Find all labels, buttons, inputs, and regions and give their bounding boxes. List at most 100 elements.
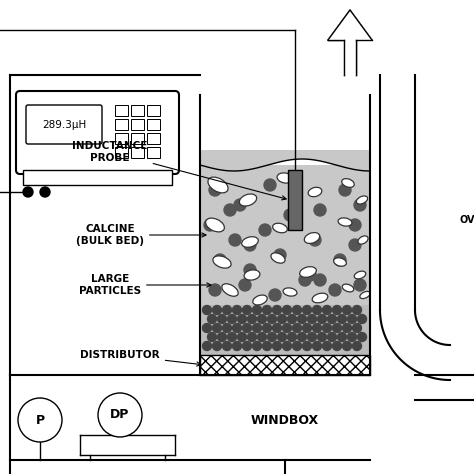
Ellipse shape [239,194,256,206]
Circle shape [18,398,62,442]
Circle shape [283,341,292,350]
Circle shape [273,323,282,332]
Circle shape [304,269,316,281]
Ellipse shape [206,218,224,232]
Circle shape [302,341,311,350]
Circle shape [302,306,311,315]
Text: DISTRIBUTOR: DISTRIBUTOR [80,350,201,366]
Circle shape [329,284,341,296]
Ellipse shape [304,233,319,244]
Circle shape [244,264,256,276]
Bar [131,105,144,116]
Circle shape [40,187,50,197]
Text: WINDBOX: WINDBOX [251,413,319,427]
Ellipse shape [242,237,258,247]
Circle shape [264,179,276,191]
Bar [147,147,160,158]
Ellipse shape [277,173,293,183]
Circle shape [237,332,246,341]
Circle shape [308,332,317,341]
Circle shape [314,204,326,216]
Circle shape [208,315,217,323]
Circle shape [332,341,341,350]
Circle shape [337,332,346,341]
Circle shape [357,332,366,341]
Circle shape [243,306,252,315]
Circle shape [212,323,221,332]
Ellipse shape [208,177,228,193]
Circle shape [214,254,226,266]
Circle shape [322,341,331,350]
Ellipse shape [354,271,366,279]
Ellipse shape [253,295,267,305]
Circle shape [312,323,321,332]
Circle shape [354,279,366,291]
Circle shape [263,306,272,315]
Bar [200,305,370,355]
Circle shape [218,332,227,341]
Circle shape [312,341,321,350]
Bar [131,147,144,158]
Circle shape [347,332,356,341]
Circle shape [204,219,216,231]
Circle shape [23,187,33,197]
Circle shape [267,332,276,341]
Circle shape [247,332,256,341]
Circle shape [298,315,307,323]
Bar [288,170,302,230]
Bar [115,105,128,116]
Circle shape [257,332,266,341]
Ellipse shape [222,284,238,296]
Circle shape [233,306,241,315]
Circle shape [353,341,362,350]
Ellipse shape [338,218,352,226]
Ellipse shape [300,267,316,277]
Circle shape [289,189,301,201]
Ellipse shape [213,256,231,268]
Circle shape [263,341,272,350]
Circle shape [259,224,271,236]
Circle shape [318,332,327,341]
Circle shape [337,315,346,323]
Circle shape [292,306,301,315]
FancyBboxPatch shape [26,105,102,144]
Bar [200,355,370,375]
Circle shape [277,332,286,341]
Circle shape [228,315,237,323]
Ellipse shape [273,223,287,233]
Circle shape [253,306,262,315]
Bar [115,147,128,158]
Text: LARGE
PARTICLES: LARGE PARTICLES [79,274,211,296]
Bar [131,119,144,130]
Circle shape [283,306,292,315]
Circle shape [334,254,346,266]
Circle shape [318,315,327,323]
Circle shape [288,332,297,341]
Circle shape [328,332,337,341]
Text: OVER: OVER [460,215,474,225]
Circle shape [243,341,252,350]
Circle shape [229,234,241,246]
Circle shape [298,332,307,341]
Circle shape [292,323,301,332]
Ellipse shape [312,293,328,303]
Ellipse shape [244,270,260,280]
Circle shape [263,323,272,332]
Circle shape [347,315,356,323]
Circle shape [284,209,296,221]
Circle shape [353,323,362,332]
Bar [131,133,144,144]
Circle shape [239,279,251,291]
Circle shape [322,306,331,315]
Circle shape [314,274,326,286]
Circle shape [202,341,211,350]
Circle shape [202,323,211,332]
Circle shape [253,323,262,332]
Circle shape [283,323,292,332]
Circle shape [274,249,286,261]
Ellipse shape [358,236,368,244]
Circle shape [233,341,241,350]
Bar [147,133,160,144]
Text: DP: DP [110,409,130,421]
Ellipse shape [308,187,322,197]
